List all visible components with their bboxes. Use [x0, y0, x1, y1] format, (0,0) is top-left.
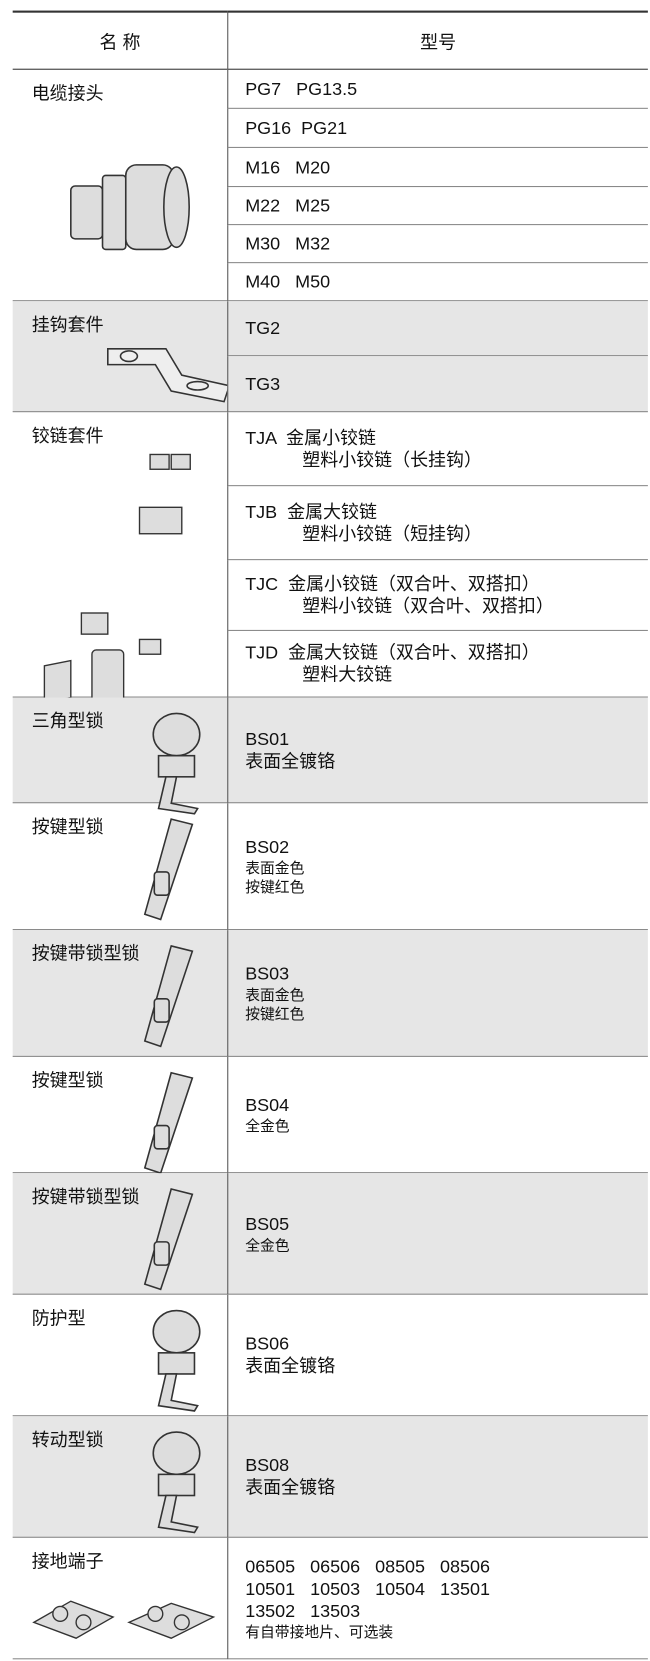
- item-name: 按键带锁型锁: [12, 930, 228, 1057]
- item-name-text: 电缆接头: [31, 83, 104, 104]
- model-cell: BS03 表面金色按键红色: [227, 930, 648, 1057]
- model-cell: TG3: [227, 356, 648, 413]
- model-text: 有自带接地片、可选装: [245, 1622, 394, 1640]
- item-name: 转动型锁: [12, 1416, 228, 1538]
- model-cell: BS05 全金色: [227, 1173, 648, 1295]
- model-text: 表面全镀铬: [245, 1356, 336, 1377]
- item-name: 按键型锁: [12, 803, 228, 931]
- model-text: BS08: [245, 1455, 290, 1476]
- model-cell: PG16 PG21: [227, 108, 648, 148]
- model-text: 全金色: [245, 1117, 290, 1135]
- item-name-text: 按键带锁型锁: [31, 1186, 140, 1207]
- item-icon: [70, 164, 190, 251]
- item-name: 挂钩套件: [12, 301, 231, 413]
- item-name-text: 防护型: [31, 1308, 86, 1329]
- model-cell: BS08 表面全镀铬: [227, 1416, 648, 1538]
- item-icon: [107, 347, 231, 403]
- model-cell: BS01 表面全镀铬: [227, 697, 648, 804]
- model-cell: TJC 金属小铰链（双合叶、双搭扣） 塑料小铰链（双合叶、双搭扣）: [227, 560, 648, 631]
- model-cell: TJA 金属小铰链 塑料小铰链（长挂钩）: [227, 412, 648, 487]
- model-text: 塑料小铰链（长挂钩）: [302, 449, 482, 470]
- item-name-text: 按键带锁型锁: [31, 943, 140, 964]
- model-text: PG16 PG21: [245, 117, 348, 138]
- model-text: 13502 13503: [245, 1600, 361, 1621]
- model-cell: TJD 金属大铰链（双合叶、双搭扣） 塑料大铰链: [227, 630, 648, 698]
- model-cell: 06505 06506 08505 08506 10501 10503 10504…: [227, 1537, 648, 1660]
- model-cell: BS02 表面金色 按键红色: [227, 803, 648, 931]
- item-icon: [152, 1431, 201, 1534]
- item-name: 电缆接头: [12, 70, 228, 302]
- model-text: 塑料小铰链（短挂钩）: [302, 523, 482, 544]
- item-name: 三角型锁: [12, 697, 228, 815]
- model-text: 表面全镀铬: [245, 750, 336, 772]
- header-model: 型号: [227, 10, 648, 70]
- item-name-text: 转动型锁: [31, 1429, 104, 1451]
- item-name-text: 铰链套件: [31, 425, 104, 447]
- model-text: TJC 金属小铰链（双合叶、双搭扣）: [245, 573, 540, 594]
- item-icon: [152, 712, 201, 815]
- model-text: 塑料小铰链（双合叶、双搭扣）: [302, 596, 554, 617]
- model-text: 按键红色: [245, 878, 305, 896]
- model-cell: BS06 表面全镀铬: [227, 1294, 648, 1417]
- model-text: BS05: [245, 1213, 290, 1234]
- model-text: 按键红色: [245, 1005, 305, 1023]
- model-text: BS02: [245, 837, 290, 858]
- model-text: 全金色: [245, 1236, 290, 1253]
- model-text: M22 M25: [245, 195, 331, 216]
- item-name: 按键型锁: [12, 1057, 228, 1175]
- item-icon: [143, 944, 194, 1048]
- model-cell: M40 M50: [227, 263, 648, 302]
- model-cell: M16 M20: [227, 147, 648, 188]
- model-cell: TJB 金属大铰链 塑料小铰链（短挂钩）: [227, 486, 648, 561]
- item-name: 防护型: [12, 1295, 228, 1417]
- model-text: TG3: [245, 373, 281, 394]
- model-text: BS03: [245, 963, 290, 984]
- model-text: 10501 10503 10504 13501: [245, 1578, 490, 1599]
- item-icon: [43, 453, 191, 725]
- model-cell: M22 M25: [227, 187, 648, 226]
- model-text: PG7 PG13.5: [245, 78, 358, 99]
- model-text: M16 M20: [245, 156, 331, 178]
- model-text: BS04: [245, 1094, 290, 1116]
- model-text: TG2: [245, 318, 281, 339]
- item-icon: [32, 1600, 216, 1639]
- model-text: BS06: [245, 1333, 290, 1354]
- item-name-text: 三角型锁: [31, 711, 104, 732]
- item-name-text: 接地端子: [31, 1551, 104, 1572]
- item-icon: [152, 1309, 201, 1412]
- model-text: M40 M50: [245, 271, 331, 292]
- item-name: 接地端子: [12, 1538, 228, 1660]
- item-name: 铰链套件: [12, 412, 228, 725]
- model-cell: PG7 PG13.5: [227, 69, 648, 109]
- header-name: 名 称: [12, 10, 228, 70]
- item-icon: [143, 1188, 194, 1291]
- model-text: BS01: [245, 728, 290, 749]
- item-icon: [143, 818, 194, 921]
- model-cell: M30 M32: [227, 225, 648, 264]
- model-cell: TG2: [227, 301, 648, 357]
- model-text: M30 M32: [245, 233, 331, 254]
- model-text: 表面金色: [245, 859, 305, 877]
- model-text: TJA 金属小铰链: [245, 427, 376, 448]
- model-cell: BS04 全金色: [227, 1056, 648, 1174]
- model-text: 表面金色: [245, 986, 305, 1003]
- item-name: 按键带锁型锁: [12, 1173, 228, 1295]
- model-text: 表面全镀铬: [245, 1477, 336, 1498]
- item-icon: [143, 1071, 194, 1175]
- item-name-text: 按键型锁: [31, 816, 104, 838]
- model-text: 塑料大铰链: [302, 664, 393, 685]
- model-text: 06505 06506 08505 08506: [245, 1556, 490, 1577]
- model-text: TJB 金属大铰链: [245, 501, 377, 522]
- item-name-text: 挂钩套件: [31, 314, 104, 336]
- model-text: TJD 金属大铰链（双合叶、双搭扣）: [245, 642, 540, 663]
- item-name-text: 按键型锁: [31, 1070, 104, 1091]
